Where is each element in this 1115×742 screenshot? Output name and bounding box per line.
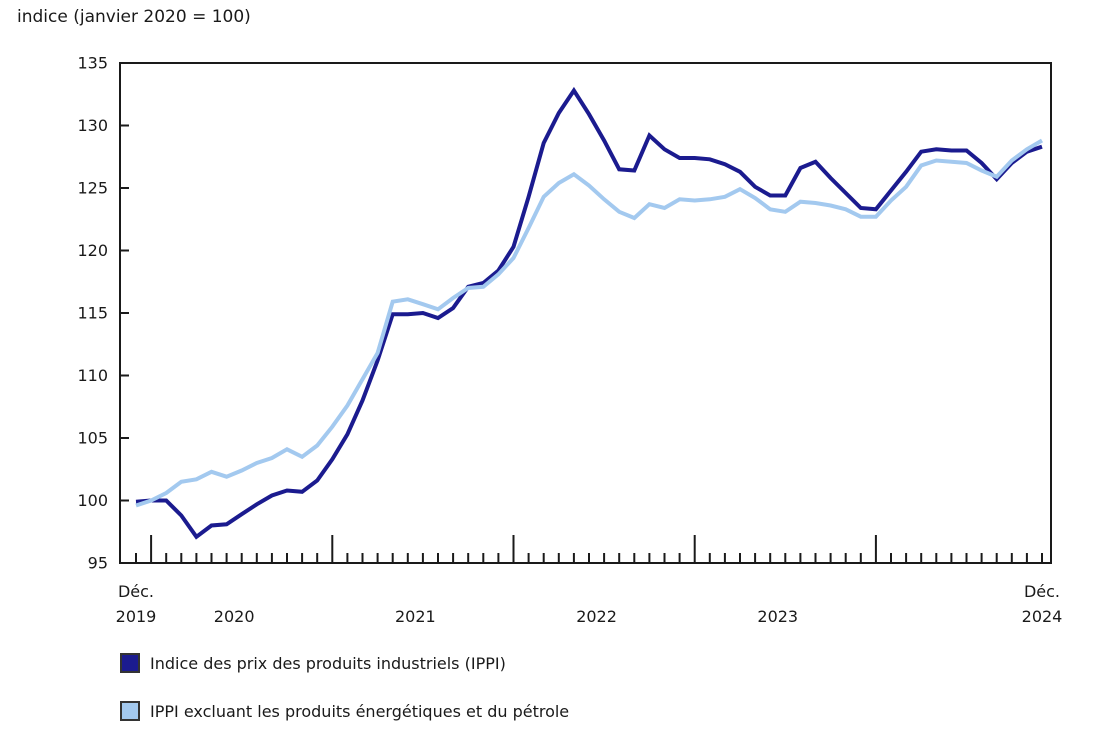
legend-item-ippi-excl-energy: IPPI excluant les produits énergétiques … [120, 701, 569, 721]
y-axis-tick-label: 120 [77, 241, 108, 260]
y-axis-tick-label: 110 [77, 366, 108, 385]
x-axis-label-month: Déc. [1024, 582, 1060, 601]
chart-title: indice (janvier 2020 = 100) [17, 7, 251, 27]
y-axis-tick-label: 115 [77, 304, 108, 323]
y-axis-tick-label: 95 [88, 554, 108, 573]
y-axis-tick-label: 130 [77, 116, 108, 135]
series-line-ippi-excl-energy [135, 138, 1044, 508]
legend-swatch-ippi [120, 653, 140, 673]
series-line-ippi [135, 86, 1043, 540]
line-chart-canvas: 95 100 105 110 115 120 125 130 135 Déc. 2019 2020 20… [77, 54, 1063, 627]
legend-label-ippi: Indice des prix des produits industriels… [150, 653, 506, 673]
x-axis-label-month: Déc. [118, 582, 154, 601]
y-axis-tick-label: 105 [77, 429, 108, 448]
x-axis-label-year: 2024 [1022, 607, 1063, 626]
x-axis-label-year: 2022 [576, 607, 617, 626]
chart-legend: Indice des prix des produits industriels… [120, 653, 569, 721]
x-axis-label-year: 2023 [757, 607, 798, 626]
plot-border [119, 62, 1052, 564]
x-axis-label-year: 2021 [395, 607, 436, 626]
y-axis-tick-label: 125 [77, 179, 108, 198]
y-axis-tick-label: 135 [77, 54, 108, 73]
x-axis-label-year: 2020 [214, 607, 255, 626]
legend-label-ippi-excl-energy: IPPI excluant les produits énergétiques … [150, 701, 570, 721]
legend-item-ippi: Indice des prix des produits industriels… [120, 653, 569, 673]
y-axis-tick-label: 100 [77, 491, 108, 510]
x-axis-label-year: 2019 [116, 607, 157, 626]
legend-swatch-ippi-excl-energy [120, 701, 140, 721]
